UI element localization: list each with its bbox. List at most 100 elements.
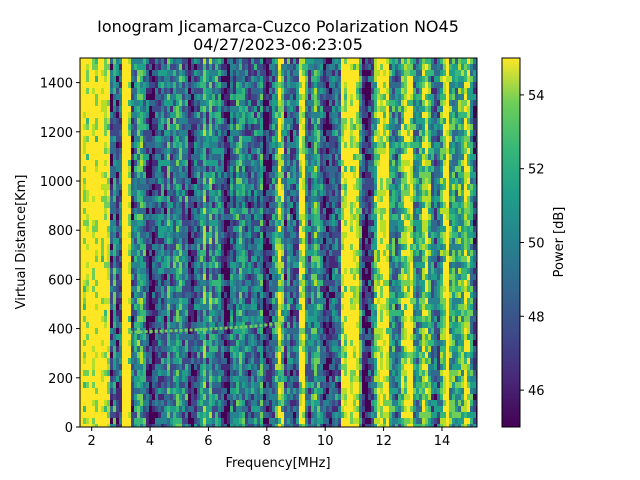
heatmap-cell (203, 394, 206, 400)
heatmap-cell (239, 70, 242, 76)
heatmap-cell (275, 196, 278, 202)
heatmap-cell (146, 388, 149, 394)
heatmap-cell (134, 352, 137, 358)
heatmap-cell (275, 82, 278, 88)
heatmap-cell (281, 70, 284, 76)
heatmap-cell (278, 118, 281, 124)
heatmap-cell (86, 76, 89, 82)
heatmap-cell (101, 304, 104, 310)
heatmap-cell (212, 100, 215, 106)
heatmap-cell (128, 112, 131, 118)
heatmap-cell (206, 184, 209, 190)
heatmap-cell (302, 358, 305, 364)
heatmap-cell (203, 160, 206, 166)
heatmap-cell (245, 58, 248, 64)
heatmap-cell (284, 106, 287, 112)
heatmap-cell (320, 214, 323, 220)
heatmap-cell (197, 76, 200, 82)
heatmap-cell (107, 316, 110, 322)
heatmap-cell (161, 76, 164, 82)
heatmap-cell (269, 64, 272, 70)
heatmap-cell (233, 322, 236, 328)
heatmap-cell (296, 292, 299, 298)
heatmap-cell (95, 58, 98, 64)
heatmap-cell (179, 148, 182, 154)
heatmap-cell (209, 262, 212, 268)
heatmap-cell (107, 100, 110, 106)
heatmap-cell (149, 418, 152, 424)
heatmap-cell (86, 250, 89, 256)
heatmap-cell (284, 304, 287, 310)
heatmap-cell (92, 268, 95, 274)
heatmap-cell (155, 316, 158, 322)
heatmap-cell (284, 148, 287, 154)
heatmap-cell (176, 286, 179, 292)
heatmap-cell (83, 70, 86, 76)
heatmap-cell (137, 190, 140, 196)
heatmap-cell (146, 280, 149, 286)
heatmap-cell (236, 310, 239, 316)
heatmap-cell (104, 190, 107, 196)
heatmap-cell (95, 178, 98, 184)
heatmap-cell (293, 100, 296, 106)
heatmap-cell (167, 184, 170, 190)
heatmap-cell (275, 298, 278, 304)
heatmap-cell (290, 112, 293, 118)
heatmap-cell (203, 88, 206, 94)
heatmap-cell (110, 76, 113, 82)
heatmap-cell (278, 292, 281, 298)
heatmap-cell (227, 76, 230, 82)
heatmap-cell (179, 94, 182, 100)
heatmap-cell (317, 418, 320, 424)
heatmap-cell (95, 328, 98, 334)
heatmap-cell (272, 100, 275, 106)
heatmap-cell (215, 292, 218, 298)
heatmap-cell (275, 268, 278, 274)
heatmap-cell (296, 334, 299, 340)
heatmap-cell (278, 214, 281, 220)
heatmap-cell (155, 64, 158, 70)
heatmap-cell (164, 286, 167, 292)
heatmap-cell (278, 112, 281, 118)
heatmap-cell (200, 370, 203, 376)
heatmap-cell (308, 226, 311, 232)
heatmap-cell (257, 172, 260, 178)
heatmap-cell (152, 196, 155, 202)
heatmap-cell (260, 400, 263, 406)
heatmap-cell (317, 292, 320, 298)
heatmap-cell (122, 58, 125, 64)
heatmap-cell (254, 346, 257, 352)
heatmap-cell (179, 376, 182, 382)
heatmap-cell (257, 268, 260, 274)
heatmap-cell (125, 64, 128, 70)
heatmap-cell (203, 322, 206, 328)
heatmap-cell (122, 394, 125, 400)
heatmap-cell (197, 304, 200, 310)
heatmap-cell (314, 70, 317, 76)
heatmap-cell (173, 382, 176, 388)
heatmap-cell (107, 106, 110, 112)
heatmap-cell (191, 424, 194, 427)
heatmap-cell (110, 58, 113, 64)
heatmap-cell (227, 118, 230, 124)
heatmap-cell (215, 298, 218, 304)
heatmap-cell (98, 322, 101, 328)
heatmap-cell (179, 274, 182, 280)
heatmap-cell (203, 76, 206, 82)
heatmap-cell (89, 346, 92, 352)
heatmap-cell (272, 292, 275, 298)
heatmap-cell (203, 100, 206, 106)
heatmap-cell (80, 154, 83, 160)
heatmap-cell (83, 388, 86, 394)
heatmap-cell (320, 100, 323, 106)
heatmap-cell (242, 262, 245, 268)
heatmap-cell (290, 124, 293, 130)
heatmap-cell (263, 418, 266, 424)
heatmap-cell (122, 250, 125, 256)
heatmap-cell (98, 136, 101, 142)
heatmap-cell (293, 334, 296, 340)
heatmap-cell (218, 382, 221, 388)
heatmap-cell (98, 94, 101, 100)
heatmap-cell (110, 418, 113, 424)
heatmap-cell (128, 136, 131, 142)
